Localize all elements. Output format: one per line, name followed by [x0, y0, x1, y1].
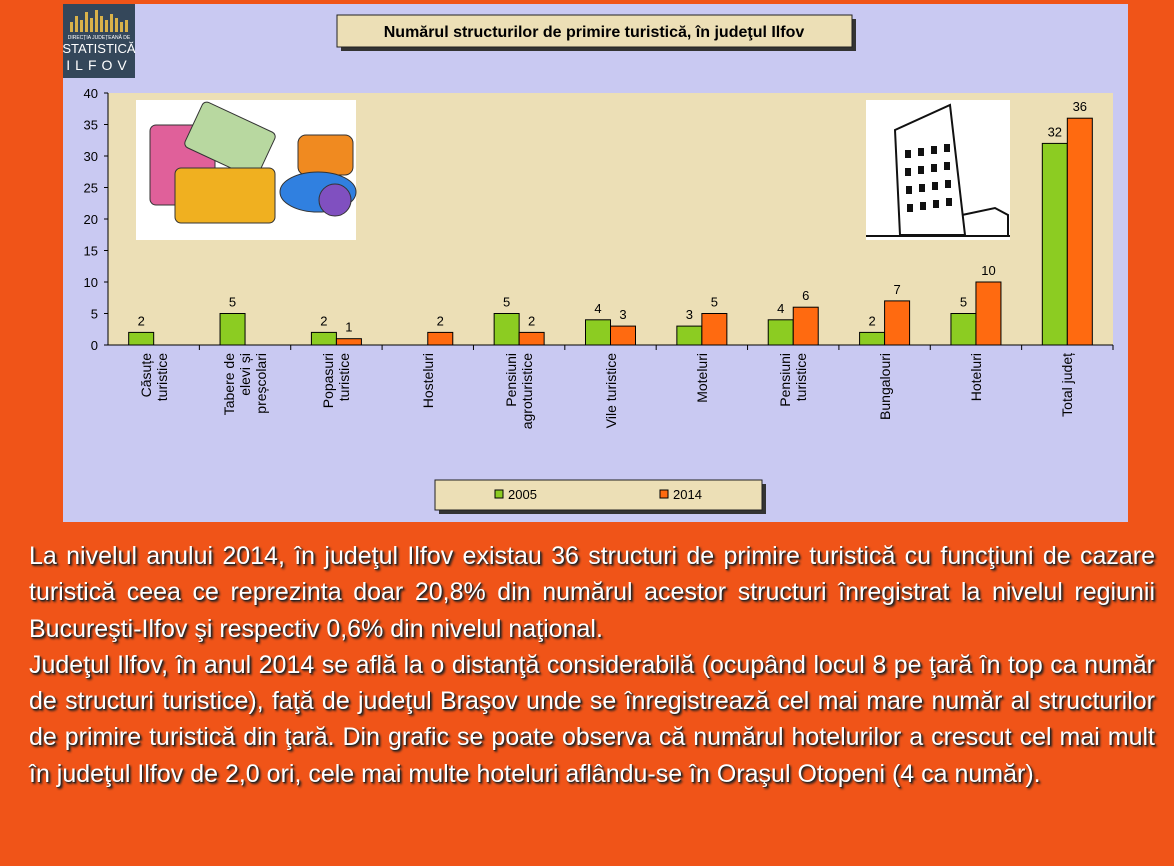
data-label: 2 [138, 313, 145, 328]
bar [1066, 117, 1093, 346]
logo-bars [70, 10, 128, 32]
x-tick-label: Bungalouri [876, 353, 893, 420]
y-tick-label: 0 [91, 338, 98, 353]
paragraph: La nivelul anului 2014, în judeţul Ilfov… [29, 542, 1155, 643]
legend-label: 2005 [508, 487, 537, 502]
bar [792, 306, 819, 346]
legend-marker [494, 489, 504, 499]
y-tick-label: 30 [84, 149, 98, 164]
logo-line: STATISTICĂ [62, 41, 136, 56]
bar [859, 331, 886, 346]
x-tick-label: Hosteluri [419, 353, 436, 409]
bar [310, 331, 337, 346]
logo: DIRECȚIA JUDEȚEANĂ DE STATISTICĂ ILFOV [62, 4, 136, 78]
data-label: 2 [868, 313, 875, 328]
bar [610, 325, 636, 346]
data-label: 5 [711, 295, 718, 310]
y-tick-label: 35 [84, 118, 98, 133]
bar [701, 313, 728, 346]
data-label: 36 [1073, 99, 1087, 114]
legend-marker [659, 489, 669, 499]
bar [767, 319, 794, 346]
y-tick-label: 15 [84, 244, 98, 259]
x-tick-label: Total județ [1059, 353, 1076, 417]
logo-line: DIRECȚIA JUDEȚEANĂ DE [68, 34, 131, 41]
data-label: 5 [960, 295, 967, 310]
x-tick-label: Pensiuni turistice [777, 353, 810, 407]
bar [335, 338, 362, 346]
x-tick-label: Pensiuni agroturistice [503, 353, 536, 430]
paragraph: Judeţul Ilfov, în anul 2014 se află la o… [29, 650, 1155, 788]
bar [585, 319, 611, 346]
bar [884, 300, 911, 346]
legend [434, 479, 763, 511]
bar [219, 313, 246, 346]
bar [975, 281, 1002, 346]
data-label: 32 [1048, 124, 1062, 139]
data-label: 5 [503, 295, 510, 310]
y-tick-label: 25 [84, 181, 98, 196]
x-tick-label: Moteluri [693, 353, 710, 403]
bar [427, 331, 454, 346]
data-label: 2 [528, 313, 535, 328]
data-label: 2 [320, 313, 327, 328]
data-label: 3 [619, 307, 626, 322]
text-block: La nivelul anului 2014, în judeţul Ilfov… [29, 538, 1155, 792]
data-label: 10 [981, 263, 995, 278]
y-tick-label: 10 [84, 275, 98, 290]
x-tick-label: Vile turistice [602, 353, 619, 429]
data-label: 5 [229, 295, 236, 310]
bar [518, 331, 545, 346]
bar [676, 325, 703, 346]
chart-title: Numărul structurilor de primire turistic… [384, 24, 805, 41]
data-label: 6 [802, 288, 809, 303]
data-label: 2 [437, 313, 444, 328]
data-label: 1 [345, 320, 352, 335]
x-tick-label: Hoteluri [967, 353, 984, 402]
data-label: 4 [594, 301, 601, 316]
data-label: 7 [893, 282, 900, 297]
legend-label: 2014 [673, 487, 702, 502]
bar [950, 313, 977, 346]
data-label: 3 [686, 307, 693, 322]
hotel-image [866, 100, 1010, 240]
x-tick-label: Popasuri turistice [320, 353, 353, 409]
y-tick-label: 40 [84, 86, 98, 101]
chart: DIRECȚIA JUDEȚEANĂ DE STATISTICĂ ILFOV N… [62, 4, 1128, 522]
bar [493, 313, 520, 346]
bar [1041, 142, 1068, 346]
bar [128, 331, 155, 346]
luggage-image [136, 100, 357, 240]
x-tick-label: Căsuțe turistice [137, 353, 170, 402]
y-tick-label: 20 [84, 212, 98, 227]
title-box [336, 14, 853, 48]
logo-line: ILFOV [66, 57, 131, 73]
data-label: 4 [777, 301, 784, 316]
x-tick-label: Tabere de elevi și preșcolari [221, 353, 270, 416]
y-tick-label: 5 [91, 307, 98, 322]
